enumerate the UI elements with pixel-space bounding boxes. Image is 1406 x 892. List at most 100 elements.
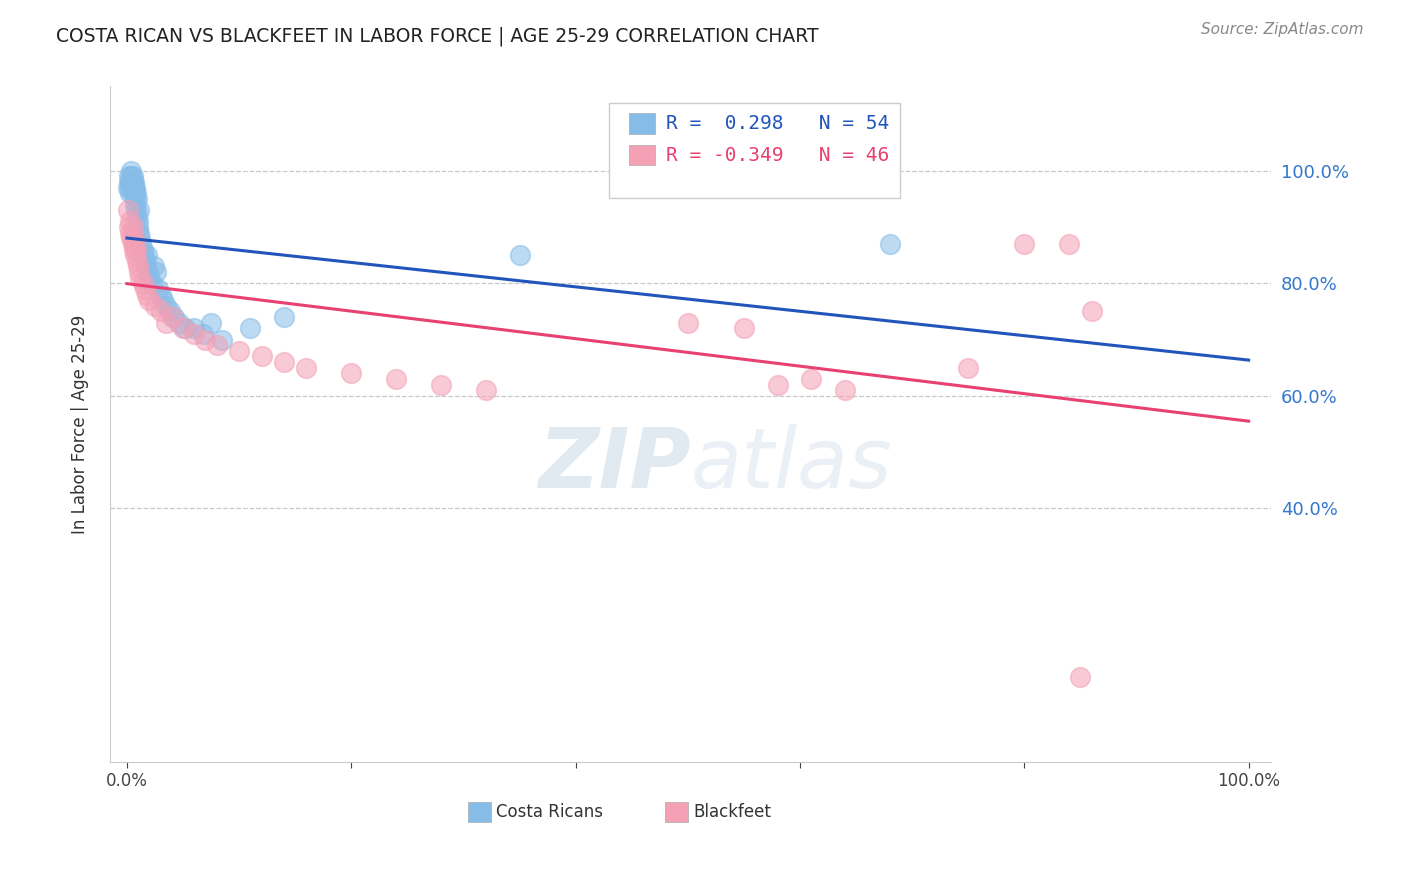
Point — [129, 270, 152, 285]
Point — [124, 180, 146, 194]
Point — [132, 248, 155, 262]
Point — [163, 310, 186, 324]
Text: R = -0.349   N = 46: R = -0.349 N = 46 — [666, 145, 890, 165]
Point — [385, 372, 408, 386]
Point — [340, 367, 363, 381]
Point — [430, 377, 453, 392]
Point — [211, 333, 233, 347]
Point — [174, 321, 197, 335]
Point — [125, 243, 148, 257]
Point — [149, 304, 172, 318]
Point — [159, 304, 181, 318]
Point — [733, 321, 755, 335]
Text: COSTA RICAN VS BLACKFEET IN LABOR FORCE | AGE 25-29 CORRELATION CHART: COSTA RICAN VS BLACKFEET IN LABOR FORCE … — [56, 27, 818, 46]
Point — [155, 299, 177, 313]
Point — [120, 175, 142, 189]
Point — [183, 321, 205, 335]
Point — [120, 231, 142, 245]
Point — [141, 277, 163, 291]
Point — [134, 253, 156, 268]
Point — [122, 180, 145, 194]
Point — [136, 265, 159, 279]
Bar — [468, 802, 491, 822]
Point — [160, 310, 183, 324]
Point — [128, 226, 150, 240]
Point — [136, 248, 159, 262]
Point — [120, 180, 142, 194]
Text: Source: ZipAtlas.com: Source: ZipAtlas.com — [1201, 22, 1364, 37]
Point — [475, 383, 498, 397]
Point — [124, 236, 146, 251]
Point — [118, 220, 141, 235]
Point — [125, 192, 148, 206]
Point — [120, 163, 142, 178]
Text: atlas: atlas — [690, 424, 893, 505]
Point — [124, 197, 146, 211]
Point — [766, 377, 789, 392]
Point — [120, 169, 142, 184]
FancyBboxPatch shape — [609, 103, 900, 198]
Point — [194, 333, 217, 347]
Point — [120, 214, 142, 228]
Point — [1014, 236, 1036, 251]
Point — [205, 338, 228, 352]
Point — [676, 316, 699, 330]
Point — [121, 175, 143, 189]
Bar — [628, 145, 655, 165]
Point — [145, 265, 167, 279]
Text: ZIP: ZIP — [538, 424, 690, 505]
Point — [120, 226, 142, 240]
Point — [121, 180, 143, 194]
Point — [117, 203, 139, 218]
Point — [800, 372, 823, 386]
Point — [228, 343, 250, 358]
Point — [183, 326, 205, 341]
Point — [155, 316, 177, 330]
Point — [125, 209, 148, 223]
Point — [124, 248, 146, 262]
Point — [128, 203, 150, 218]
Point — [135, 260, 157, 274]
Point — [122, 231, 145, 245]
Point — [143, 299, 166, 313]
Point — [128, 265, 150, 279]
Text: R =  0.298   N = 54: R = 0.298 N = 54 — [666, 114, 890, 133]
Point — [834, 383, 856, 397]
Point — [131, 277, 153, 291]
Point — [122, 186, 145, 201]
Point — [167, 316, 190, 330]
Point — [273, 310, 295, 324]
Point — [508, 248, 530, 262]
Point — [127, 220, 149, 235]
Point — [122, 175, 145, 189]
Point — [295, 360, 318, 375]
Point — [239, 321, 262, 335]
Y-axis label: In Labor Force | Age 25-29: In Labor Force | Age 25-29 — [72, 314, 89, 533]
Text: Costa Ricans: Costa Ricans — [495, 804, 603, 822]
Point — [142, 260, 165, 274]
Point — [124, 192, 146, 206]
Point — [118, 169, 141, 184]
Point — [138, 293, 160, 308]
Point — [273, 355, 295, 369]
Point — [125, 203, 148, 218]
Point — [1080, 304, 1102, 318]
Point — [957, 360, 980, 375]
Point — [136, 287, 159, 301]
Point — [120, 175, 142, 189]
Point — [152, 293, 174, 308]
Point — [131, 243, 153, 257]
Point — [1057, 236, 1080, 251]
Point — [250, 350, 273, 364]
Point — [200, 316, 222, 330]
Point — [129, 231, 152, 245]
Point — [127, 260, 149, 274]
Point — [131, 236, 153, 251]
Point — [138, 270, 160, 285]
Point — [134, 282, 156, 296]
Point — [149, 287, 172, 301]
Point — [125, 253, 148, 268]
Point — [148, 282, 170, 296]
Point — [121, 236, 143, 251]
Point — [879, 236, 901, 251]
